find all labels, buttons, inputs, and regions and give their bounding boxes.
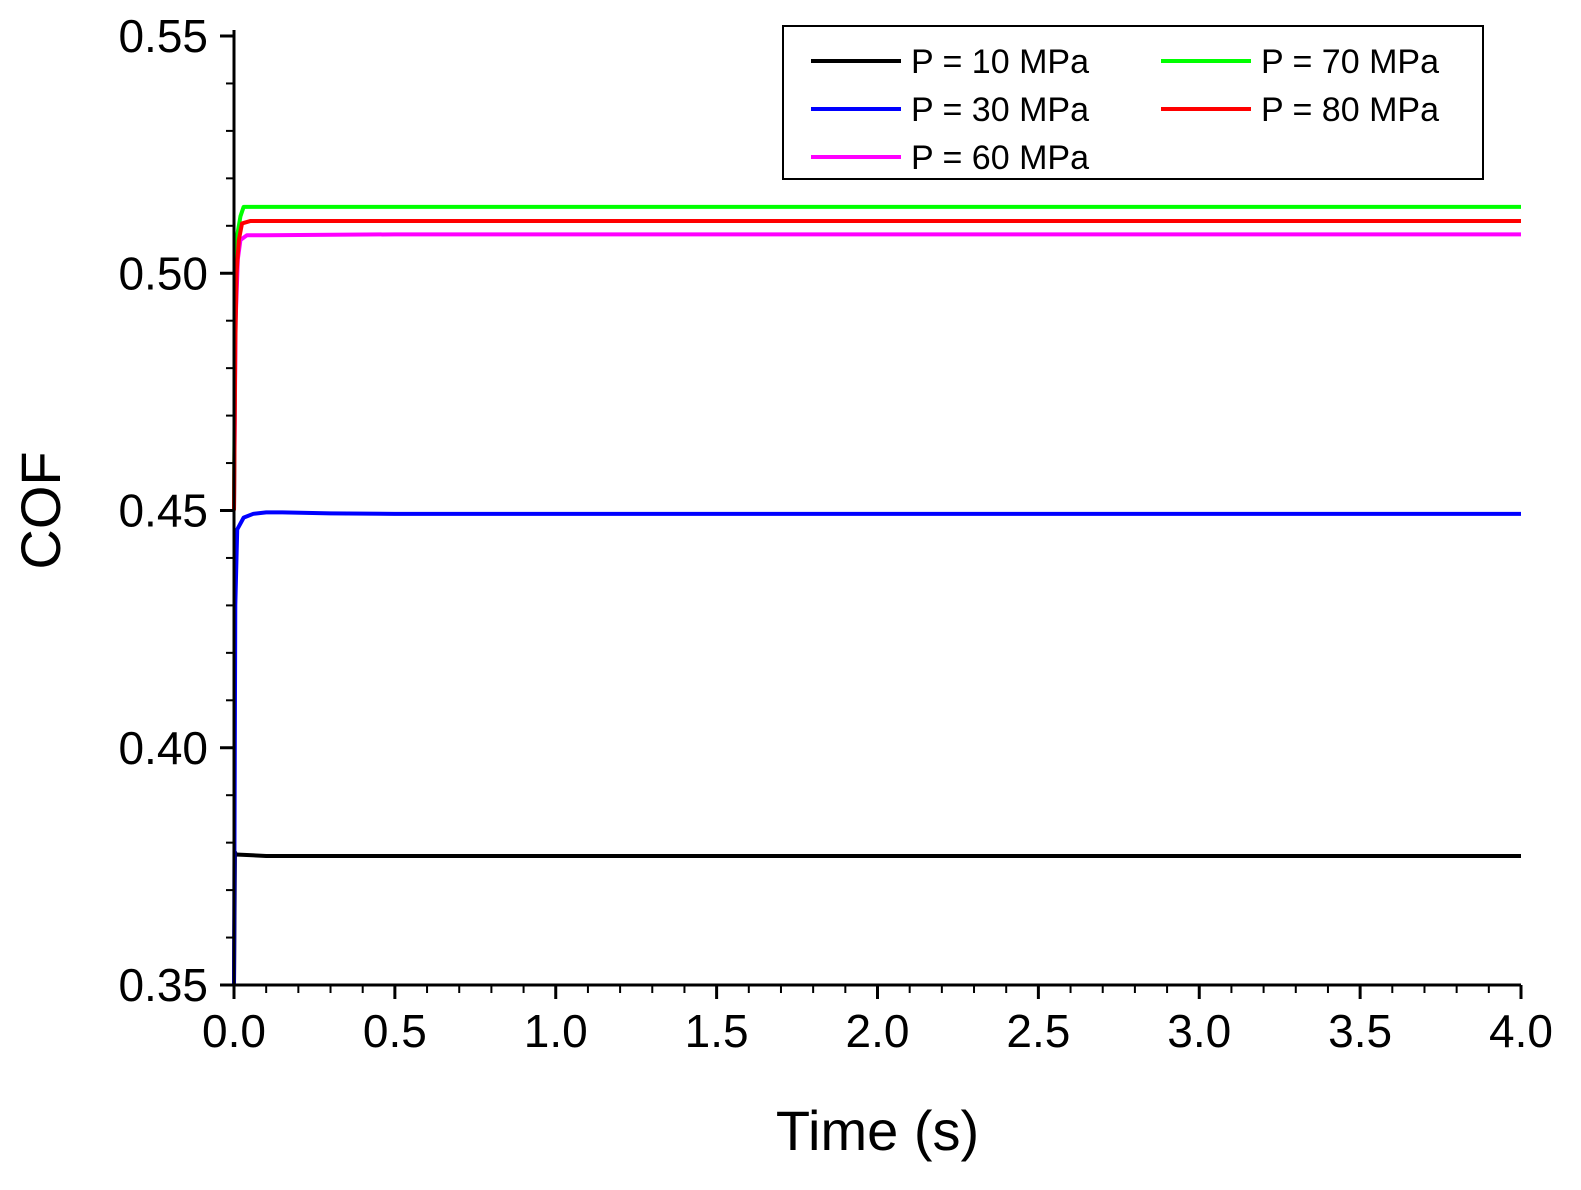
cof-line-chart: 0.35 0.40 0.45 0.50 0.55 0.0 0.5 1.0 1.5 2.0 2.5 3.… bbox=[0, 0, 1581, 1190]
x-tick-label: 4.0 bbox=[1489, 1005, 1553, 1057]
y-axis-title: COF bbox=[9, 451, 72, 569]
x-tick-label: 2.0 bbox=[846, 1005, 910, 1057]
legend-label: P = 80 MPa bbox=[1261, 91, 1439, 129]
series-layer bbox=[234, 207, 1521, 985]
x-tick-label: 1.5 bbox=[685, 1005, 749, 1057]
legend-label: P = 70 MPa bbox=[1261, 43, 1439, 81]
series-line-80-mpa bbox=[234, 221, 1521, 510]
x-tick-label: 1.0 bbox=[524, 1005, 588, 1057]
x-tick-label: 3.0 bbox=[1167, 1005, 1231, 1057]
legend: P = 10 MPa P = 70 MPa P = 30 MPa P = 80 MPa… bbox=[783, 26, 1483, 179]
legend-label: P = 30 MPa bbox=[911, 91, 1089, 129]
x-axis-title: Time (s) bbox=[776, 1099, 979, 1162]
series-line-30-mpa bbox=[234, 512, 1521, 985]
y-tick-label: 0.55 bbox=[118, 10, 208, 62]
x-tick-label: 3.5 bbox=[1328, 1005, 1392, 1057]
x-tick-label: 0.5 bbox=[363, 1005, 427, 1057]
legend-label: P = 10 MPa bbox=[911, 43, 1089, 81]
series-line-60-mpa bbox=[234, 234, 1521, 510]
y-tick-label: 0.35 bbox=[118, 959, 208, 1011]
series-line-70-mpa bbox=[234, 207, 1521, 511]
y-tick-label: 0.50 bbox=[118, 247, 208, 299]
x-tick-label: 0.0 bbox=[202, 1005, 266, 1057]
series-line-10-mpa bbox=[234, 852, 1521, 985]
y-tick-label: 0.45 bbox=[118, 485, 208, 537]
legend-label: P = 60 MPa bbox=[911, 139, 1089, 177]
x-tick-label: 2.5 bbox=[1006, 1005, 1070, 1057]
y-tick-label: 0.40 bbox=[118, 722, 208, 774]
